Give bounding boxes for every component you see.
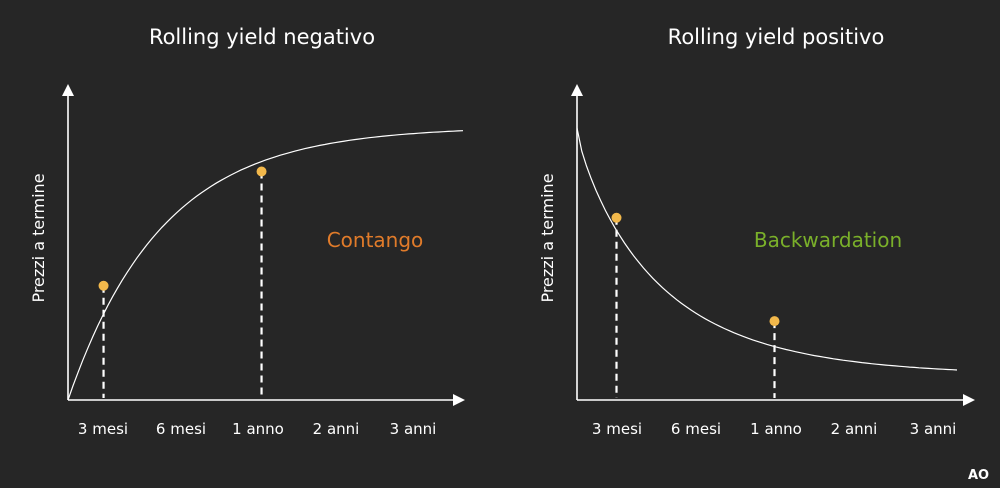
y-axis-label: Prezzi a termine <box>29 173 48 302</box>
x-tick-label: 1 anno <box>750 420 802 438</box>
x-tick-label: 6 mesi <box>671 420 721 438</box>
x-tick-label: 2 anni <box>831 420 878 438</box>
ao-logo-text: AO <box>968 468 989 482</box>
chart-title: Rolling yield positivo <box>668 25 885 49</box>
regime-annotation: Backwardation <box>754 228 902 252</box>
x-tick-label: 6 mesi <box>156 420 206 438</box>
x-tick-label: 1 anno <box>232 420 284 438</box>
x-tick-label: 3 anni <box>910 420 957 438</box>
curve-marker <box>98 280 109 291</box>
y-axis-label: Prezzi a termine <box>538 173 557 302</box>
curve-marker <box>256 166 267 177</box>
y-axis-arrow <box>62 84 74 96</box>
chart-title: Rolling yield negativo <box>149 25 375 49</box>
x-tick-label: 3 mesi <box>592 420 642 438</box>
x-axis-arrow <box>453 394 465 406</box>
curve-marker <box>769 316 780 327</box>
x-tick-label: 2 anni <box>313 420 360 438</box>
x-tick-label: 3 anni <box>390 420 437 438</box>
curve-marker <box>611 212 622 223</box>
regime-annotation: Contango <box>327 228 424 252</box>
price-curve <box>576 127 958 371</box>
y-axis-arrow <box>571 84 583 96</box>
chart-panel-2: Rolling yield positivo Prezzi a termine 3 … <box>538 25 975 438</box>
x-tick-label: 3 mesi <box>78 420 128 438</box>
ao-logo: AO <box>968 468 989 482</box>
price-curve <box>67 130 464 401</box>
chart-panel-1: Rolling yield negativo Prezzi a termine 3 … <box>29 25 465 438</box>
x-axis-arrow <box>963 394 975 406</box>
